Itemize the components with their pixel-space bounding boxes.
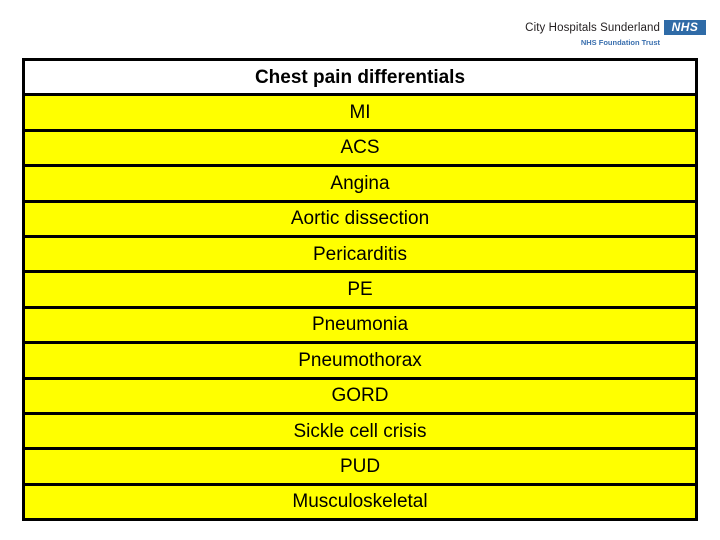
table-title-row: Chest pain differentials: [25, 61, 695, 97]
trust-name: City Hospitals Sunderland: [525, 22, 660, 34]
nhs-logo-icon: NHS: [664, 20, 706, 35]
nhs-trust-logo: City Hospitals Sunderland NHS Foundation…: [525, 20, 706, 47]
table-row: Sickle cell crisis: [25, 414, 695, 451]
table-row: PE: [25, 273, 695, 309]
table-row: GORD: [25, 379, 695, 415]
table-row: Pneumothorax: [25, 344, 695, 380]
table-row: Aortic dissection: [25, 202, 695, 238]
table-row: MI: [25, 96, 695, 132]
table-row: Angina: [25, 167, 695, 203]
table-row: Pneumonia: [25, 308, 695, 345]
logo-text-column: City Hospitals Sunderland NHS Foundation…: [525, 20, 660, 47]
table-row: Musculoskeletal: [25, 485, 695, 519]
differentials-table: Chest pain differentials MI ACS Angina A…: [22, 58, 698, 521]
foundation-trust-label: NHS Foundation Trust: [580, 38, 660, 47]
table-row: PUD: [25, 450, 695, 486]
table-row: ACS: [25, 131, 695, 168]
table-row: Pericarditis: [25, 237, 695, 274]
